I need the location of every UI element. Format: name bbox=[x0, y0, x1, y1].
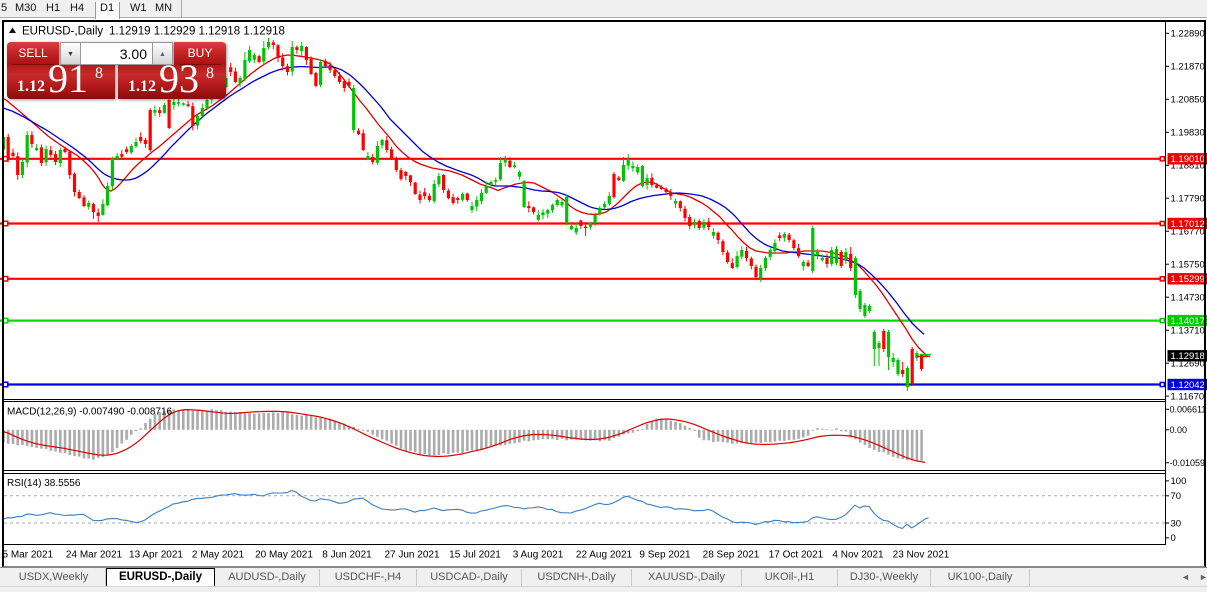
svg-text:100: 100 bbox=[1171, 476, 1187, 487]
svg-text:0.006611: 0.006611 bbox=[1170, 405, 1207, 415]
svg-text:8 Jun 2021: 8 Jun 2021 bbox=[322, 550, 372, 561]
svg-text:1.14730: 1.14730 bbox=[1171, 293, 1205, 304]
svg-text:1.15299: 1.15299 bbox=[1171, 274, 1205, 285]
svg-text:23 Nov 2021: 23 Nov 2021 bbox=[893, 550, 950, 561]
svg-text:MACD(12,26,9) -0.007490 -0.008: MACD(12,26,9) -0.007490 -0.008716 bbox=[7, 407, 173, 418]
svg-text:1.19830: 1.19830 bbox=[1171, 128, 1205, 139]
svg-text:17 Oct 2021: 17 Oct 2021 bbox=[769, 550, 824, 561]
svg-text:1.12919 1.12929 1.12918 1.1291: 1.12919 1.12929 1.12918 1.12918 bbox=[109, 26, 285, 38]
svg-text:2 May 2021: 2 May 2021 bbox=[192, 550, 245, 561]
svg-text:1.14017: 1.14017 bbox=[1171, 316, 1205, 327]
svg-text:1.20850: 1.20850 bbox=[1171, 95, 1205, 106]
svg-text:5 Mar 2021: 5 Mar 2021 bbox=[3, 550, 54, 561]
svg-text:3 Aug 2021: 3 Aug 2021 bbox=[513, 550, 564, 561]
svg-text:28 Sep 2021: 28 Sep 2021 bbox=[703, 550, 760, 561]
svg-text:13 Apr 2021: 13 Apr 2021 bbox=[129, 550, 183, 561]
svg-text:1.12918: 1.12918 bbox=[1171, 351, 1205, 362]
svg-text:15 Jul 2021: 15 Jul 2021 bbox=[449, 550, 501, 561]
svg-text:4 Nov 2021: 4 Nov 2021 bbox=[832, 550, 884, 561]
svg-text:1.17012: 1.17012 bbox=[1171, 219, 1205, 230]
svg-text:0: 0 bbox=[1171, 533, 1176, 544]
svg-text:22 Aug 2021: 22 Aug 2021 bbox=[576, 550, 633, 561]
svg-text:1.12042: 1.12042 bbox=[1171, 380, 1205, 391]
svg-text:1.17790: 1.17790 bbox=[1171, 194, 1205, 205]
svg-text:24 Mar 2021: 24 Mar 2021 bbox=[66, 550, 123, 561]
svg-text:1.22890: 1.22890 bbox=[1171, 29, 1205, 40]
svg-text:27 Jun 2021: 27 Jun 2021 bbox=[384, 550, 439, 561]
svg-text:9 Sep 2021: 9 Sep 2021 bbox=[639, 550, 691, 561]
svg-text:30: 30 bbox=[1171, 518, 1182, 529]
svg-text:1.13710: 1.13710 bbox=[1171, 326, 1205, 337]
svg-text:1.19010: 1.19010 bbox=[1171, 154, 1205, 165]
svg-text:1.21870: 1.21870 bbox=[1171, 62, 1205, 73]
svg-text:20 May 2021: 20 May 2021 bbox=[255, 550, 313, 561]
svg-text:RSI(14) 38.5556: RSI(14) 38.5556 bbox=[7, 478, 81, 489]
svg-text:1.15750: 1.15750 bbox=[1171, 260, 1205, 271]
svg-text:-0.01059: -0.01059 bbox=[1170, 458, 1206, 468]
svg-text:1.11670: 1.11670 bbox=[1171, 391, 1205, 402]
svg-text:70: 70 bbox=[1171, 491, 1182, 502]
svg-text:0.00: 0.00 bbox=[1170, 425, 1188, 435]
svg-text:EURUSD-,Daily: EURUSD-,Daily bbox=[22, 26, 103, 38]
